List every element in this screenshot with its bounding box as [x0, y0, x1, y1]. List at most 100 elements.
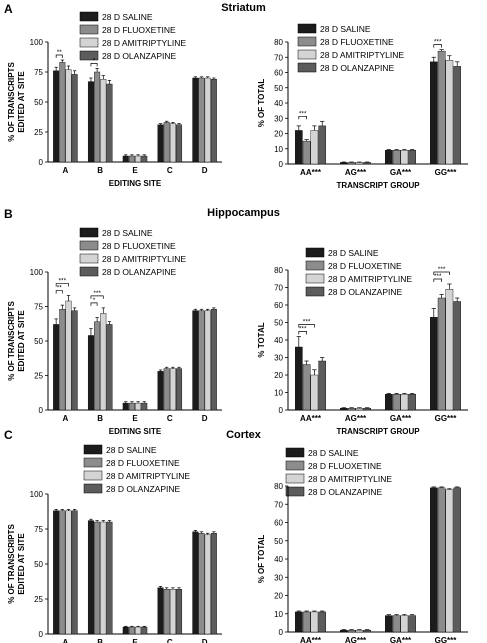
x-tick-label: C: [167, 638, 173, 643]
x-tick-label: B: [97, 638, 103, 643]
legend-label-1: 28 D FLUOXETINE: [106, 458, 180, 468]
y-tick-label: 10: [274, 610, 283, 619]
chart-striatum-editing-site: 28 D SALINE 28 D FLUOXETINE 28 D AMITRIPTY…: [7, 11, 222, 188]
bar-AA-series-1: [302, 140, 311, 165]
bar-C-series-2: [169, 123, 176, 163]
bar-E-series-0: [122, 155, 129, 163]
bar-C-series-1: [163, 368, 170, 411]
significance-label: **: [57, 284, 63, 291]
x-axis-label: TRANSCRIPT GROUP: [336, 181, 420, 190]
legend-label-2: 28 D AMITRIPTYLINE: [308, 474, 392, 484]
legend-label-3: 28 D OLANZAPINE: [102, 51, 176, 61]
bar-E-series-0: [122, 626, 129, 635]
legend-swatch-2: [305, 273, 325, 284]
legend-label-0: 28 D SALINE: [102, 12, 153, 22]
bar-B-series-0: [87, 81, 94, 163]
bar-AG-series-3: [363, 629, 371, 633]
bar-B-series-0: [87, 335, 94, 411]
bar-GA-series-1: [392, 150, 401, 165]
bar-AG-series-3: [363, 162, 371, 165]
legend-label-0: 28 D SALINE: [106, 445, 157, 455]
y-tick-label: 20: [274, 130, 283, 139]
bar-D-series-2: [204, 77, 211, 163]
y-tick-label: 75: [34, 68, 43, 77]
bar-A-series-0: [53, 510, 60, 635]
bar-C-series-0: [157, 124, 164, 163]
panel-title-striatum: Striatum: [221, 2, 266, 14]
legend-label-2: 28 D AMITRIPTYLINE: [102, 38, 186, 48]
bar-GA-series-3: [408, 150, 417, 165]
x-tick-label: AA***: [300, 414, 322, 423]
y-tick-label: 70: [274, 53, 283, 62]
bar-E-series-1: [128, 626, 135, 635]
bar-A-series-0: [53, 70, 60, 163]
significance-bracket: [90, 63, 98, 67]
panel-title-cortex: Cortex: [226, 429, 261, 441]
bar-GG-series-0: [429, 317, 438, 411]
bar-E-series-2: [135, 626, 142, 635]
x-tick-label: GG***: [435, 168, 458, 177]
bar-A-series-3: [71, 510, 78, 635]
bar-AA-series-3: [318, 125, 326, 165]
x-tick-label: B: [97, 166, 103, 175]
legend-label-3: 28 D OLANZAPINE: [106, 484, 180, 494]
significance-bracket: [90, 295, 104, 299]
x-tick-label: D: [202, 414, 208, 423]
x-tick-label: GA***: [390, 414, 412, 423]
x-tick-label: GG***: [435, 636, 458, 643]
x-tick-label: E: [132, 414, 138, 423]
bar-GA-series-2: [400, 150, 409, 165]
legend: 28 D SALINE 28 D FLUOXETINE 28 D AMITRIPTY…: [297, 23, 404, 73]
bar-D-series-0: [192, 310, 199, 411]
significance-label: ***: [59, 277, 67, 284]
legend-label-2: 28 D AMITRIPTYLINE: [106, 471, 190, 481]
bar-B-series-3: [106, 83, 113, 163]
x-tick-label: GG***: [435, 414, 458, 423]
y-tick-label: 50: [34, 560, 43, 569]
bar-A-series-3: [71, 310, 78, 411]
bar-AG-series-0: [339, 162, 348, 165]
chart-cortex-editing-site: 28 D SALINE 28 D FLUOXETINE 28 D AMITRIPTY…: [7, 444, 222, 643]
panel-letter-a: A: [4, 2, 13, 16]
legend-swatch-0: [79, 227, 99, 238]
bar-GG-series-2: [445, 60, 454, 165]
legend-swatch-0: [83, 444, 103, 455]
bar-AA-series-3: [318, 611, 326, 633]
panel-letter-b: B: [4, 207, 13, 221]
bar-GG-series-0: [429, 61, 438, 165]
y-tick-label: 0: [279, 406, 284, 415]
y-tick-label: 50: [34, 98, 43, 107]
legend-swatch-2: [79, 37, 99, 48]
bar-AG-series-1: [347, 408, 356, 411]
bar-B-series-3: [106, 324, 113, 411]
y-tick-label: 30: [274, 114, 283, 123]
panel-letter-c: C: [4, 428, 13, 442]
bar-A-series-2: [65, 69, 72, 163]
chart-cortex-transcript-group: 28 D SALINE 28 D FLUOXETINE 28 D AMITRIPTY…: [257, 447, 468, 643]
bar-GG-series-2: [445, 489, 454, 633]
bar-GA-series-0: [384, 394, 393, 411]
legend-swatch-1: [79, 240, 99, 251]
bar-B-series-2: [100, 313, 107, 411]
bar-C-series-2: [169, 588, 176, 635]
x-tick-label: D: [202, 166, 208, 175]
bar-AA-series-0: [295, 346, 303, 411]
legend-swatch-0: [285, 447, 305, 458]
bar-GG-series-3: [453, 66, 462, 165]
legend-label-1: 28 D FLUOXETINE: [328, 261, 402, 271]
bar-C-series-0: [157, 587, 164, 635]
x-tick-label: C: [167, 166, 173, 175]
y-tick-label: 10: [274, 145, 283, 154]
bar-B-series-2: [100, 78, 107, 163]
legend-swatch-3: [305, 286, 325, 297]
y-tick-label: 10: [274, 389, 283, 398]
bar-A-series-3: [71, 74, 78, 163]
y-tick-label: 50: [274, 537, 283, 546]
significance-bracket: [433, 44, 442, 48]
legend-label-1: 28 D FLUOXETINE: [320, 37, 394, 47]
bar-GA-series-0: [384, 615, 393, 633]
bar-GG-series-2: [445, 289, 454, 411]
x-tick-label: AG***: [345, 168, 367, 177]
y-tick-label: 80: [274, 266, 283, 275]
legend-label-3: 28 D OLANZAPINE: [328, 287, 402, 297]
